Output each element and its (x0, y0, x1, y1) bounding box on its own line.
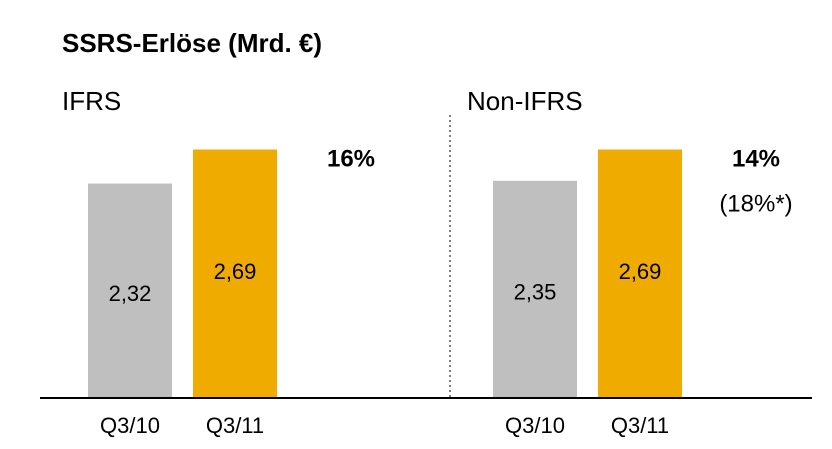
panel-label: IFRS (62, 86, 121, 116)
value-label: 2,32 (109, 281, 152, 306)
bar (493, 180, 577, 397)
chart-title: SSRS-Erlöse (Mrd. €) (62, 28, 322, 58)
value-label: 2,69 (214, 259, 257, 284)
x-tick-label: Q3/10 (505, 413, 565, 438)
value-label: 2,35 (514, 280, 557, 305)
panel-label: Non-IFRS (467, 86, 583, 116)
value-label: 2,69 (619, 259, 662, 284)
bar (598, 149, 682, 397)
x-tick-label: Q3/10 (100, 413, 160, 438)
x-tick-label: Q3/11 (206, 413, 264, 438)
annotation: 14% (732, 145, 780, 172)
annotation: (18%*) (719, 190, 792, 217)
annotation: 16% (327, 145, 375, 172)
x-tick-label: Q3/11 (611, 413, 669, 438)
bar (193, 149, 277, 397)
bar (88, 183, 172, 397)
